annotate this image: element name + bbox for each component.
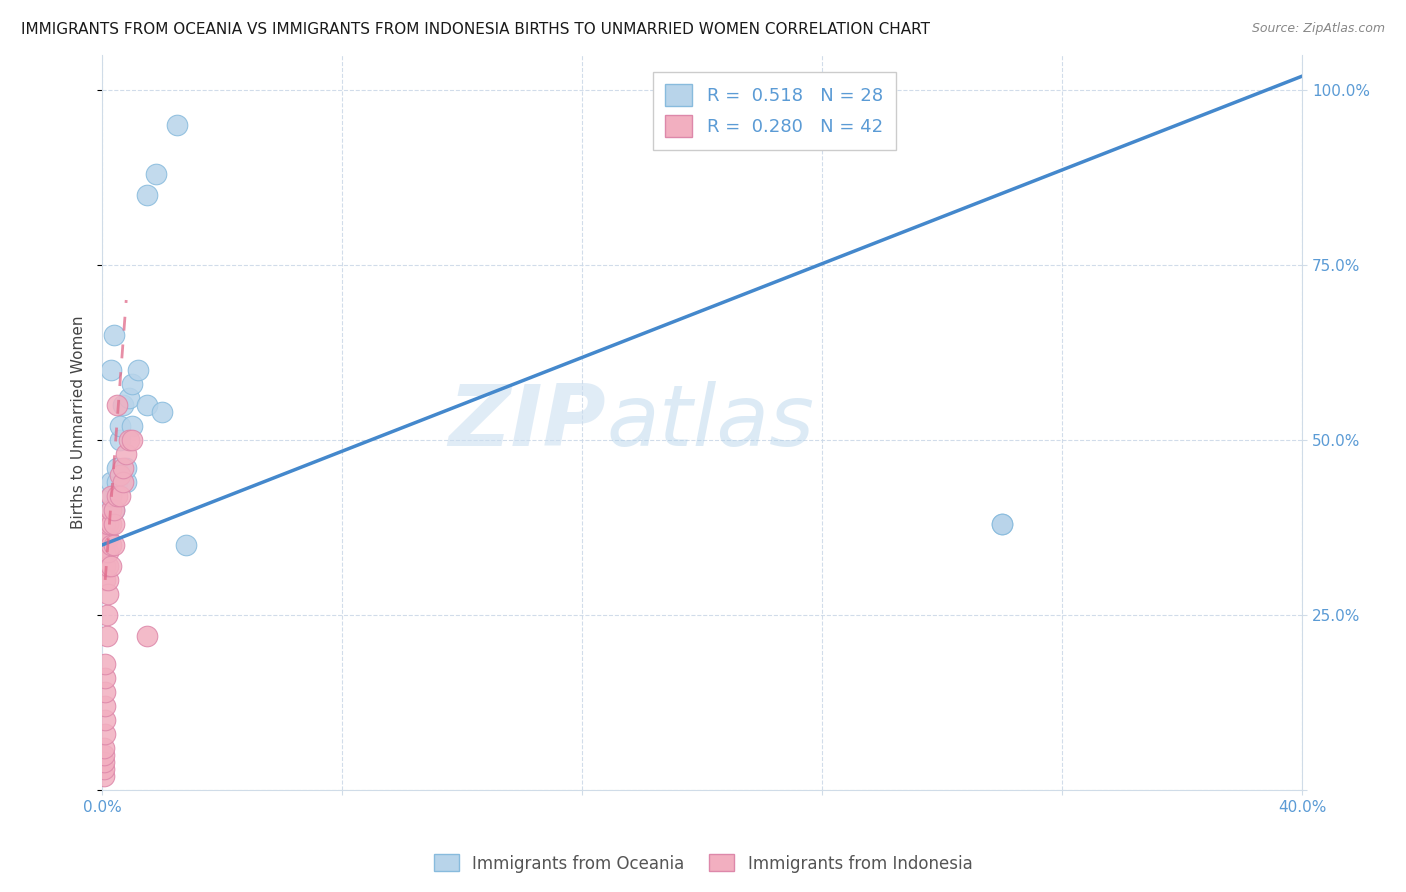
Point [97, 516, 120, 531]
Text: ZIP: ZIP [449, 381, 606, 464]
Point [121, 376, 143, 391]
Point [121, 419, 143, 434]
Point [105, 489, 128, 503]
Point [97, 573, 120, 587]
Point [108, 489, 131, 503]
Point [145, 167, 167, 181]
Point [121, 433, 143, 447]
Point [105, 398, 128, 412]
Text: Source: ZipAtlas.com: Source: ZipAtlas.com [1251, 22, 1385, 36]
Legend: Immigrants from Oceania, Immigrants from Indonesia: Immigrants from Oceania, Immigrants from… [427, 847, 979, 880]
Point [103, 328, 125, 343]
Point [136, 629, 159, 643]
Point [100, 363, 122, 377]
Point [108, 433, 131, 447]
Point [96, 629, 118, 643]
Point [94, 713, 117, 727]
Point [136, 188, 159, 202]
Point [100, 503, 122, 517]
Point [115, 447, 138, 461]
Point [115, 475, 138, 489]
Point [93, 755, 115, 769]
Point [94, 545, 117, 559]
Point [103, 503, 125, 517]
Legend: R =  0.518   N = 28, R =  0.280   N = 42: R = 0.518 N = 28, R = 0.280 N = 42 [652, 71, 896, 150]
Point [100, 558, 122, 573]
Point [93, 762, 115, 776]
Point [112, 398, 135, 412]
Point [97, 516, 120, 531]
Point [108, 467, 131, 482]
Point [112, 475, 135, 489]
Point [93, 727, 115, 741]
Point [97, 558, 120, 573]
Point [127, 363, 149, 377]
Point [94, 538, 117, 552]
Point [94, 671, 117, 685]
Point [136, 398, 159, 412]
Point [103, 503, 125, 517]
Text: IMMIGRANTS FROM OCEANIA VS IMMIGRANTS FROM INDONESIA BIRTHS TO UNMARRIED WOMEN C: IMMIGRANTS FROM OCEANIA VS IMMIGRANTS FR… [21, 22, 931, 37]
Point [93, 740, 115, 755]
Point [94, 516, 117, 531]
Point [94, 558, 117, 573]
Point [108, 419, 131, 434]
Point [97, 531, 120, 545]
Point [94, 685, 117, 699]
Point [94, 573, 117, 587]
Point [93, 747, 115, 762]
Text: atlas: atlas [606, 381, 814, 464]
Y-axis label: Births to Unmarried Women: Births to Unmarried Women [72, 316, 86, 529]
Point [991, 516, 1014, 531]
Point [97, 587, 120, 601]
Point [100, 489, 122, 503]
Point [105, 461, 128, 475]
Point [150, 405, 173, 419]
Point [100, 475, 122, 489]
Point [105, 475, 128, 489]
Point [112, 461, 135, 475]
Point [118, 391, 141, 405]
Point [103, 538, 125, 552]
Point [100, 538, 122, 552]
Point [118, 433, 141, 447]
Point [100, 489, 122, 503]
Point [93, 769, 115, 783]
Point [100, 516, 122, 531]
Point [94, 524, 117, 538]
Point [94, 531, 117, 545]
Point [166, 118, 188, 132]
Point [97, 545, 120, 559]
Point [97, 503, 120, 517]
Point [94, 657, 117, 671]
Point [96, 607, 118, 622]
Point [115, 461, 138, 475]
Point [991, 516, 1014, 531]
Point [94, 698, 117, 713]
Point [174, 538, 197, 552]
Point [103, 516, 125, 531]
